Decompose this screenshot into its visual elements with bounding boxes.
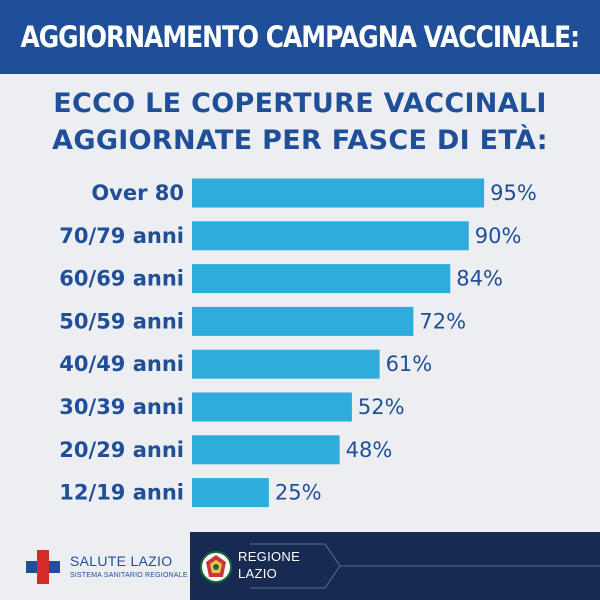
category-label: 20/29 anni <box>59 438 184 462</box>
headline-line2: AGGIORNATE PER FASCE DI ETÀ: <box>52 125 548 156</box>
regione-lazio-name-line2: LAZIO <box>238 566 278 581</box>
coverage-bar <box>192 349 380 379</box>
value-label: 72% <box>419 309 466 333</box>
coverage-bar <box>192 306 414 336</box>
top-banner: AGGIORNAMENTO CAMPAGNA VACCINALE: <box>0 0 600 74</box>
salute-lazio-cross-icon <box>26 550 60 584</box>
coverage-bar <box>192 478 269 508</box>
value-label: 84% <box>456 267 503 291</box>
value-label: 25% <box>275 481 322 505</box>
regione-lazio-name-line1: REGIONE <box>238 549 301 564</box>
value-label: 95% <box>490 181 537 205</box>
headline-line1: ECCO LE COPERTURE VACCINALI <box>53 88 547 119</box>
category-label: 50/59 anni <box>59 309 184 333</box>
coverage-bar-chart: Over 80 95% 70/79 anni 90% 60/69 anni 84% 50/5… <box>59 178 537 508</box>
value-label: 52% <box>358 395 405 419</box>
category-label: 60/69 anni <box>59 267 184 291</box>
coverage-bar <box>192 178 485 208</box>
coverage-bar <box>192 435 340 465</box>
category-label: 30/39 anni <box>59 395 184 419</box>
coverage-bar <box>192 221 469 251</box>
category-label: 70/79 anni <box>59 224 184 248</box>
value-label: 48% <box>346 438 393 462</box>
value-label: 90% <box>475 224 522 248</box>
value-label: 61% <box>386 352 433 376</box>
category-label: Over 80 <box>91 181 184 205</box>
coverage-bar <box>192 392 352 422</box>
coverage-bar <box>192 264 451 294</box>
banner-title: AGGIORNAMENTO CAMPAGNA VACCINALE: <box>20 20 581 54</box>
category-label: 12/19 anni <box>59 481 184 505</box>
salute-lazio-subtitle: SISTEMA SANITARIO REGIONALE <box>70 572 188 579</box>
decorative-lines-icon <box>250 543 600 589</box>
category-label: 40/49 anni <box>59 352 184 376</box>
regione-lazio-emblem-icon <box>200 551 232 583</box>
salute-lazio-name: SALUTE LAZIO <box>70 553 173 569</box>
